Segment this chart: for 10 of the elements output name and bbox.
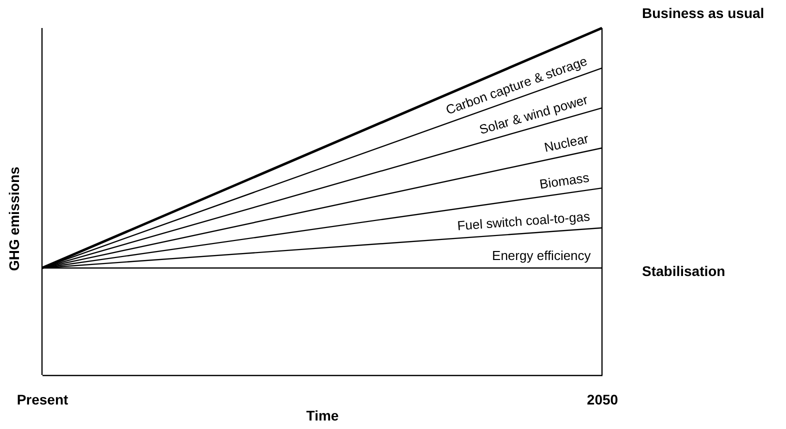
annotation: Nuclear — [542, 130, 590, 155]
x-tick-label: Present — [16, 392, 69, 408]
y-axis-title: GHG emissions — [6, 166, 22, 271]
annotation: Energy efficiency — [492, 248, 592, 263]
x-tick-label: 2050 — [586, 392, 618, 408]
text: Stabilisation — [642, 262, 726, 279]
text: Business as usual — [642, 5, 764, 21]
x-axis-title: Time — [306, 408, 339, 424]
annotation: Fuel switch coal-to-gas — [456, 208, 591, 234]
annotation: Biomass — [538, 170, 591, 192]
